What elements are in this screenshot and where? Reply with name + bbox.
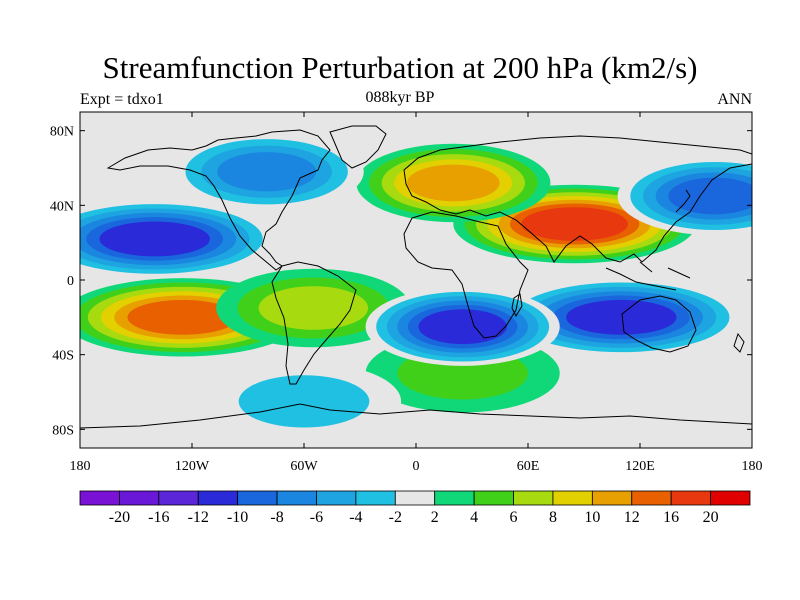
lat-tick-label: 40S xyxy=(52,349,74,364)
colorbar-label: 4 xyxy=(470,509,478,526)
colorbar-swatch xyxy=(710,490,751,506)
europe-asia-coastline xyxy=(403,135,752,263)
contour-band xyxy=(238,375,370,428)
lat-tick-label: 40N xyxy=(50,199,74,214)
lon-tick-label: 60W xyxy=(290,459,318,474)
colorbar-label: 8 xyxy=(549,509,557,526)
colorbar-swatch xyxy=(355,490,396,506)
colorbar: -20 -16 -12 -10 -8 -6 -4 -2 2 4 6 8 10 12 16 20 xyxy=(79,490,751,526)
colorbar-swatch xyxy=(552,490,593,506)
lat-tick-label: 80S xyxy=(52,423,74,438)
contour-band xyxy=(407,164,500,202)
colorbar-label: -2 xyxy=(389,509,402,526)
negative-anomaly-center xyxy=(617,156,752,236)
contour-band xyxy=(99,221,210,257)
lon-tick-label: 180 xyxy=(70,459,91,474)
lon-tick-label: 120E xyxy=(625,459,655,474)
lat-tick-label: 0 xyxy=(67,274,74,289)
colorbar-swatch xyxy=(158,490,199,506)
madagascar-coastline xyxy=(511,293,523,318)
contour-band xyxy=(521,207,629,241)
negative-anomaly-center xyxy=(365,287,560,366)
colorbar-swatch xyxy=(79,490,120,506)
period-label: 088kyr BP xyxy=(365,89,435,106)
colorbar-swatch xyxy=(670,490,711,506)
australia-coastline xyxy=(621,295,697,353)
colorbar-label: -4 xyxy=(349,509,362,526)
indonesia-coastline xyxy=(605,261,691,291)
japan-coastline xyxy=(675,189,691,213)
positive-anomaly-center xyxy=(216,268,411,348)
colorbar-label: -10 xyxy=(227,509,248,526)
positive-anomaly-center xyxy=(356,143,551,223)
colorbar-swatch xyxy=(513,490,554,506)
lat-tick-label: 80N xyxy=(50,125,74,140)
contour-band xyxy=(127,299,238,335)
coastlines xyxy=(80,125,752,429)
lon-tick-label: 120W xyxy=(175,459,210,474)
antarctica-coastline xyxy=(80,403,752,429)
south-america-coastline xyxy=(271,261,357,385)
colorbar-swatch xyxy=(276,490,317,506)
colorbar-swatch xyxy=(591,490,633,506)
lon-tick-label: 180 xyxy=(742,459,763,474)
contour-band xyxy=(418,309,507,345)
season-label: ANN xyxy=(717,91,752,108)
colorbar-label: -12 xyxy=(188,509,209,526)
chart-title: Streamfunction Perturbation at 200 hPa (… xyxy=(102,50,698,85)
africa-coastline xyxy=(403,211,529,339)
axis-ticks: 180 120W 60W 0 60E 120E 180 80N 40N 0 40S 80S xyxy=(50,112,763,474)
contour-band xyxy=(566,299,677,335)
greenland-coastline xyxy=(329,125,387,169)
contour-band xyxy=(668,177,752,215)
colorbar-swatch xyxy=(197,490,239,506)
colorbar-swatch xyxy=(237,490,278,506)
negative-anomaly-center xyxy=(206,362,402,441)
colorbar-label: 16 xyxy=(663,509,679,526)
colorbar-label: -20 xyxy=(109,509,130,526)
experiment-label: Expt = tdxo1 xyxy=(80,91,164,108)
negative-anomaly-center xyxy=(499,278,743,357)
lon-tick-label: 0 xyxy=(413,459,420,474)
contour-band xyxy=(217,152,317,192)
contour-field xyxy=(80,112,752,448)
new-zealand-coastline xyxy=(733,332,745,353)
negative-anomaly-center xyxy=(80,199,276,279)
colorbar-swatch xyxy=(473,490,514,506)
colorbar-label: -16 xyxy=(148,509,169,526)
negative-anomaly-center xyxy=(169,132,364,211)
lon-tick-label: 60E xyxy=(517,459,540,474)
colorbar-label: 10 xyxy=(584,509,600,526)
colorbar-label: 2 xyxy=(431,509,439,526)
north-america-coastline xyxy=(106,129,331,271)
colorbar-label: 20 xyxy=(703,509,719,526)
colorbar-label: -6 xyxy=(310,509,323,526)
colorbar-label: 6 xyxy=(510,509,518,526)
colorbar-swatch xyxy=(316,490,357,506)
contour-band xyxy=(258,286,369,330)
colorbar-swatch xyxy=(394,490,436,506)
colorbar-label: -8 xyxy=(270,509,283,526)
colorbar-swatch xyxy=(119,490,160,506)
colorbar-swatch xyxy=(631,490,672,506)
colorbar-swatch xyxy=(434,490,475,506)
colorbar-label: 12 xyxy=(624,509,640,526)
